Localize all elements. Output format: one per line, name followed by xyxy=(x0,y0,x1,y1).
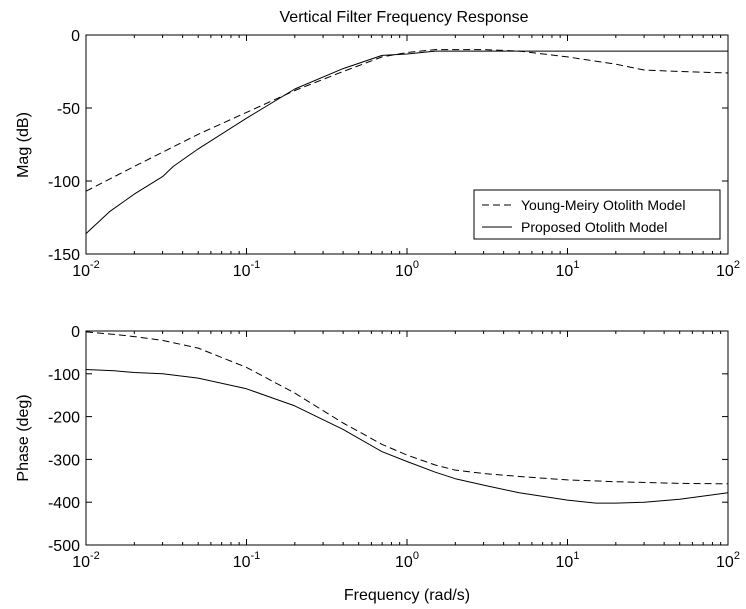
phase-y-tick-label: -100 xyxy=(48,367,80,384)
magnitude-series-young-meiry xyxy=(85,49,729,192)
magnitude-ticks xyxy=(85,34,729,255)
legend-label-young-meiry: Young-Meiry Otolith Model xyxy=(521,197,685,213)
legend: Young-Meiry Otolith Model Proposed Otoli… xyxy=(473,189,721,240)
phase-ticks xyxy=(85,330,729,546)
phase-y-tick-label: 0 xyxy=(71,324,80,341)
phase-y-tick-label: -400 xyxy=(48,495,80,512)
phase-series xyxy=(85,331,729,504)
magnitude-y-axis-label: Mag (dB) xyxy=(15,112,32,178)
phase-x-tick-label: 102 xyxy=(716,550,740,571)
phase-x-axis-label: Frequency (rad/s) xyxy=(344,587,470,604)
phase-y-tick-label: -300 xyxy=(48,452,80,469)
phase-x-tick-label: 10-2 xyxy=(72,550,100,571)
magnitude-x-tick-label: 100 xyxy=(395,259,419,280)
magnitude-tick-labels: 10-2 10-1 100 101 102 -150 -100 -50 0 xyxy=(48,28,740,280)
phase-series-proposed xyxy=(85,369,729,504)
magnitude-subplot: 10-2 10-1 100 101 102 -150 -100 -50 0 Mag (dB) Y… xyxy=(15,28,740,280)
magnitude-x-tick-label: 102 xyxy=(716,259,740,280)
legend-label-proposed: Proposed Otolith Model xyxy=(521,219,667,235)
magnitude-y-tick-label: -100 xyxy=(48,174,80,191)
magnitude-y-tick-label: -150 xyxy=(48,247,80,264)
phase-x-tick-label: 101 xyxy=(556,550,580,571)
magnitude-x-tick-label: 10-2 xyxy=(72,259,100,280)
magnitude-x-tick-label: 10-1 xyxy=(233,259,261,280)
phase-x-tick-label: 100 xyxy=(395,550,419,571)
phase-y-tick-label: -500 xyxy=(48,538,80,555)
phase-y-axis-label: Phase (deg) xyxy=(15,394,32,481)
phase-x-tick-label: 10-1 xyxy=(233,550,261,571)
phase-series-young-meiry xyxy=(85,331,729,485)
magnitude-series xyxy=(85,49,729,234)
figure-title: Vertical Filter Frequency Response xyxy=(280,9,529,26)
magnitude-y-tick-label: 0 xyxy=(71,28,80,45)
magnitude-x-tick-label: 101 xyxy=(556,259,580,280)
phase-tick-labels: 10-2 10-1 100 101 102 -500 -400 -300 -200 -100 0 xyxy=(48,324,740,571)
phase-axes-box xyxy=(85,330,729,546)
magnitude-series-proposed xyxy=(85,50,728,234)
phase-subplot: 10-2 10-1 100 101 102 -500 -400 -300 -200 -100 0 P… xyxy=(15,324,740,604)
legend-box xyxy=(473,189,721,240)
magnitude-y-tick-label: -50 xyxy=(57,101,80,118)
phase-y-tick-label: -200 xyxy=(48,410,80,427)
